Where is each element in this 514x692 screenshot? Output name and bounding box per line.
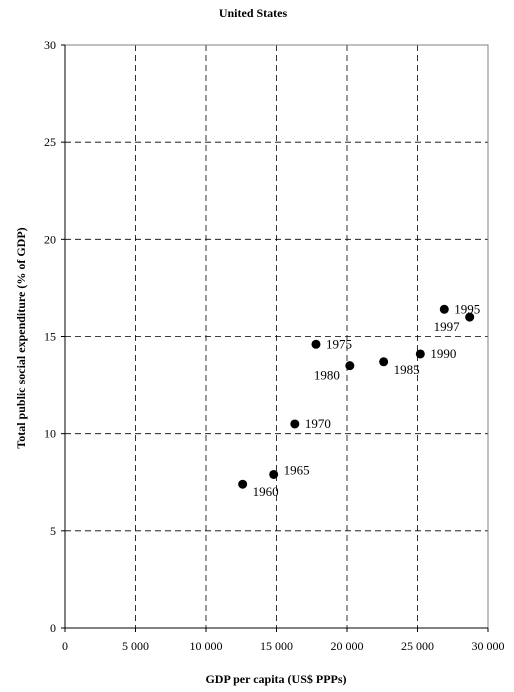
x-tick-label: 25 000 [401,639,434,653]
point-label: 1990 [430,346,456,361]
point-label: 1997 [434,319,461,334]
point-label: 1970 [305,416,331,431]
y-axis-title: Total public social expenditure (% of GD… [14,227,28,448]
data-point [290,419,300,429]
grid [65,45,488,628]
point-label: 1965 [284,462,310,477]
x-tick-label: 5 000 [122,639,149,653]
data-point [465,312,475,322]
x-tick-label: 30 000 [472,639,505,653]
x-axis-title: GDP per capita (US$ PPPs) [205,672,346,686]
y-tick-label: 20 [44,232,56,246]
x-tick-label: 0 [62,639,68,653]
x-tick-label: 10 000 [190,639,223,653]
point-label: 1960 [253,484,279,499]
x-axis: 0 5 000 10 000 15 000 20 000 25 000 30 000 [62,627,505,653]
point-label: 1975 [326,336,352,351]
x-tick-label: 20 000 [331,639,364,653]
data-points [238,304,475,489]
y-tick-label: 25 [44,135,56,149]
data-point [379,357,389,367]
data-point [269,469,279,479]
data-point [439,304,449,314]
point-label: 1980 [314,368,340,383]
data-point [345,361,355,371]
chart-title: United States [219,6,288,20]
point-label: 1995 [454,301,480,316]
y-tick-label: 30 [44,38,56,52]
data-point [311,339,321,349]
y-tick-label: 15 [44,330,56,344]
y-tick-label: 5 [50,524,56,538]
point-label: 1985 [394,362,420,377]
y-tick-label: 10 [44,427,56,441]
data-point [238,479,248,489]
point-labels: 1960 1965 1970 1975 1980 1985 1990 1995 1997 [253,301,481,499]
data-point [415,349,425,359]
y-axis: 0 5 10 15 20 25 30 [44,38,66,635]
y-tick-label: 0 [50,621,56,635]
x-tick-label: 15 000 [260,639,293,653]
